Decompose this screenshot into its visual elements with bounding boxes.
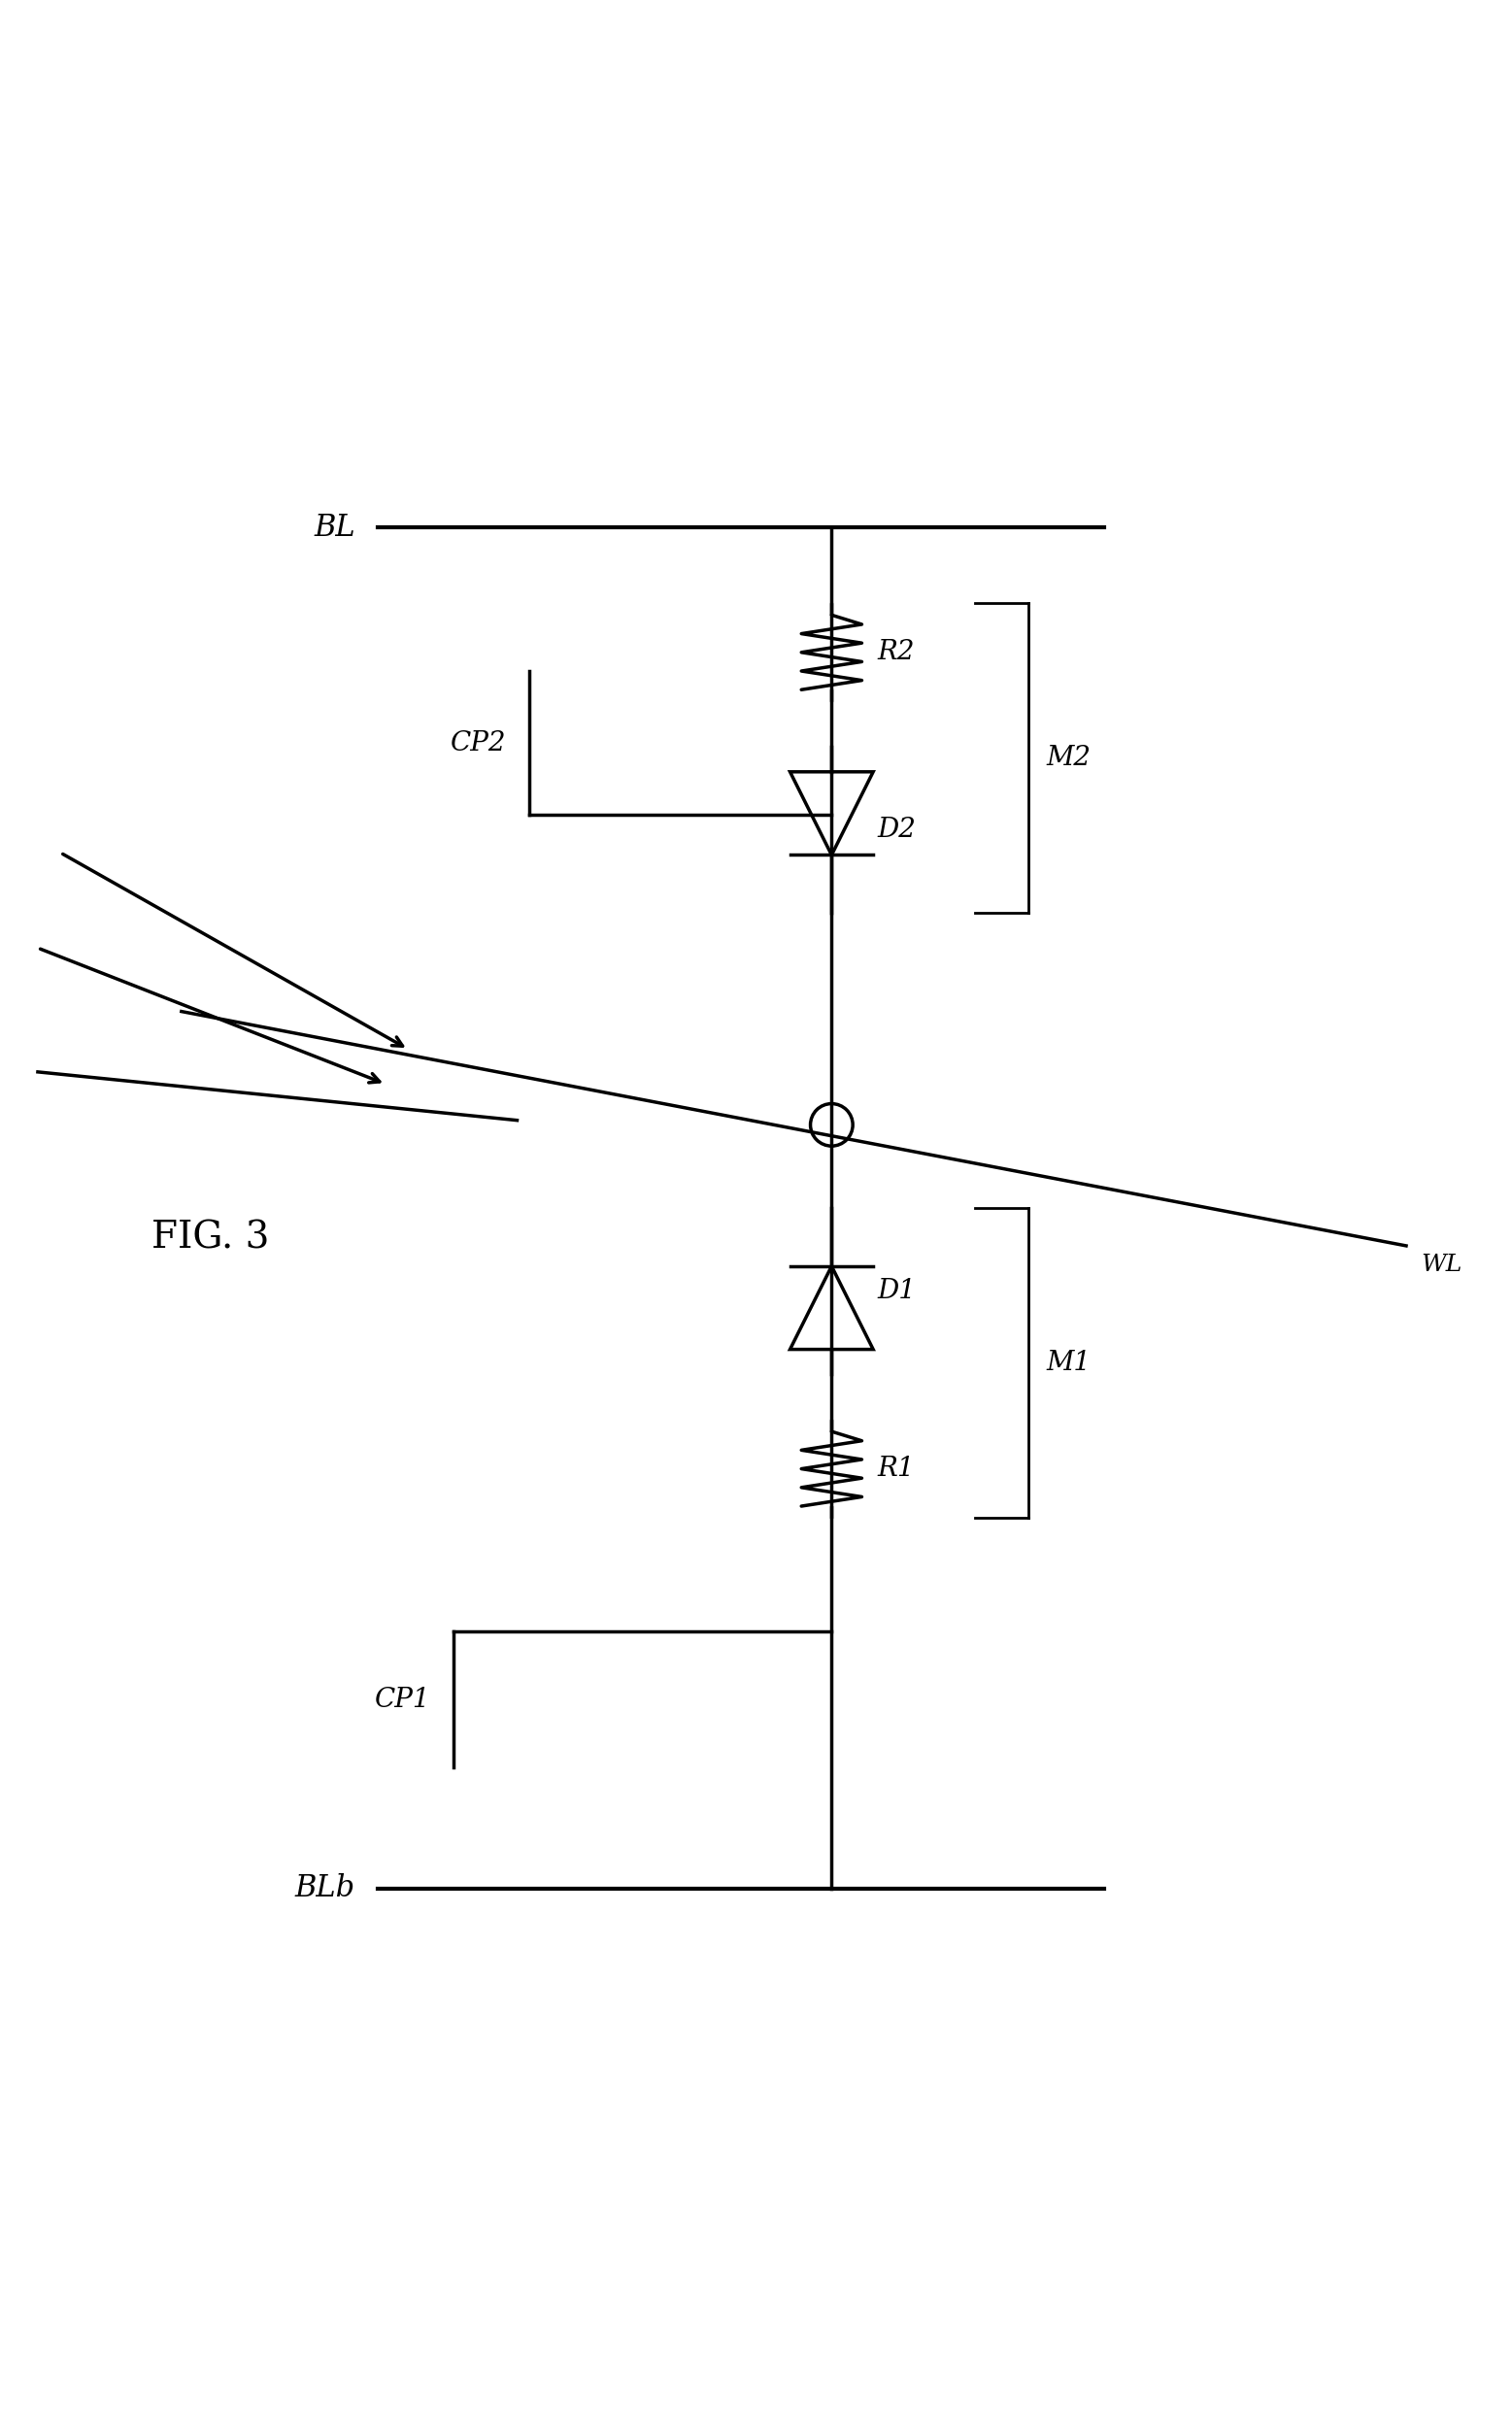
Text: M1: M1: [1046, 1351, 1092, 1377]
Text: D2: D2: [877, 817, 916, 843]
Text: FIG. 3: FIG. 3: [151, 1220, 269, 1256]
Text: BLb: BLb: [295, 1872, 355, 1904]
Text: BL: BL: [314, 512, 355, 544]
Text: R1: R1: [877, 1457, 915, 1481]
Text: D1: D1: [877, 1278, 916, 1305]
Text: M2: M2: [1046, 744, 1092, 771]
Text: CP2: CP2: [451, 730, 507, 756]
Text: CP1: CP1: [375, 1686, 431, 1713]
Text: WL: WL: [1421, 1254, 1462, 1276]
Text: R2: R2: [877, 640, 915, 664]
